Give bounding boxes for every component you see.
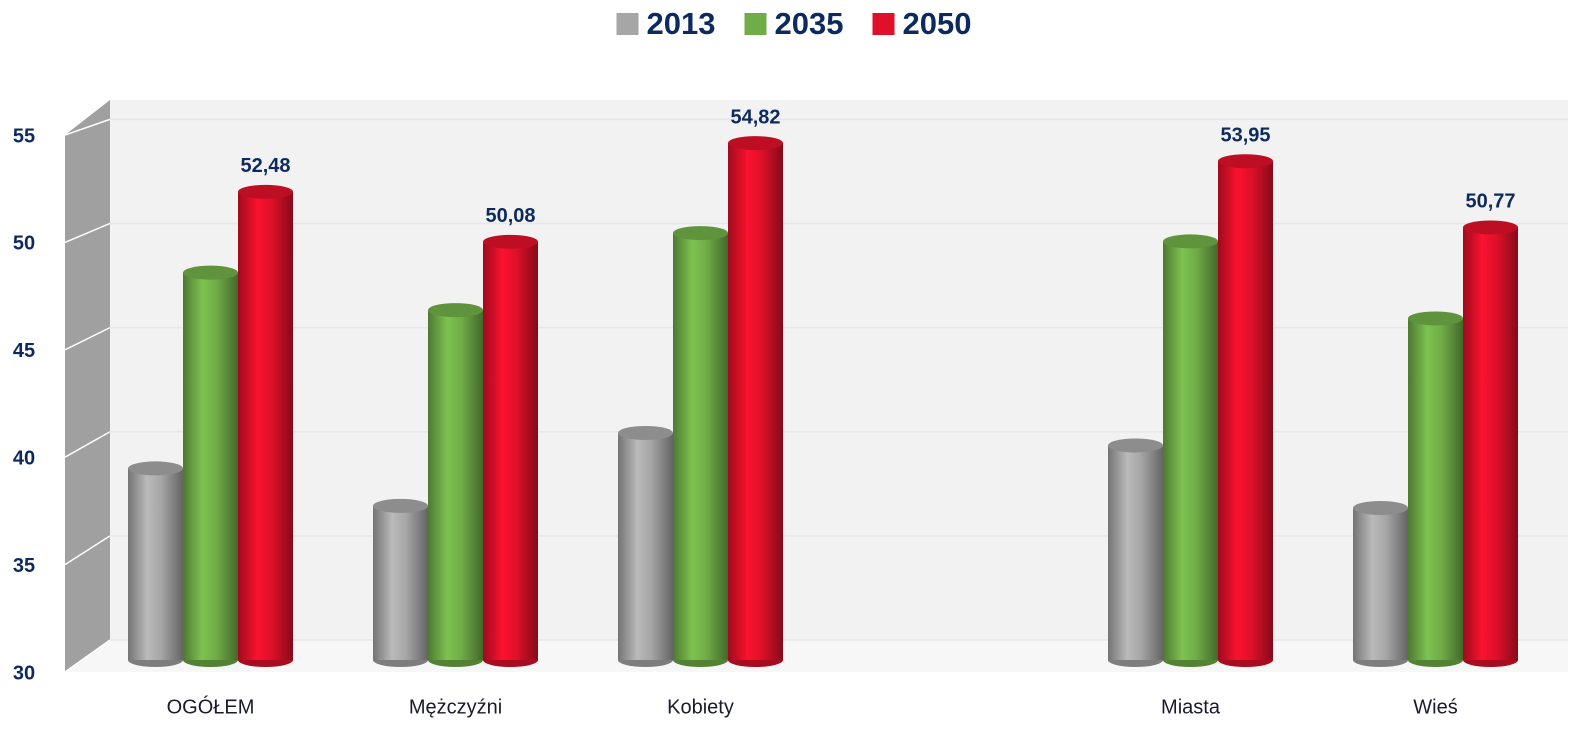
- bar: [128, 468, 183, 660]
- tick-line: [64, 535, 111, 566]
- y-tick-label: 55: [13, 125, 35, 147]
- legend-label: 2013: [647, 6, 716, 41]
- legend-swatch: [616, 13, 639, 35]
- x-tick-label: Wieś: [1413, 696, 1457, 718]
- bar-top: [673, 226, 728, 241]
- legend-swatch: [872, 13, 895, 35]
- legend-swatch: [744, 13, 767, 35]
- legend-label: 2050: [903, 6, 972, 41]
- bar: [483, 241, 538, 660]
- bar: [1353, 507, 1408, 660]
- x-tick-label: Miasta: [1161, 696, 1221, 718]
- bar-top: [1108, 438, 1163, 453]
- bar-top: [728, 136, 783, 151]
- bar: [373, 505, 428, 660]
- y-tick-label: 30: [13, 662, 35, 684]
- data-label: 52,48: [240, 155, 290, 177]
- tick-line: [64, 431, 111, 458]
- tick-line: [64, 326, 111, 351]
- bar: [1108, 445, 1163, 660]
- bar: [1463, 227, 1518, 660]
- bar-top: [1218, 154, 1273, 169]
- bar-top: [428, 303, 483, 318]
- bar: [728, 143, 783, 660]
- bar-top: [483, 234, 538, 249]
- tick-line: [64, 639, 111, 673]
- y-tick-label: 50: [13, 233, 35, 255]
- bar-top: [1463, 220, 1518, 235]
- data-label: 54,82: [730, 106, 780, 128]
- bar: [1218, 161, 1273, 661]
- x-tick-label: OGÓŁEM: [167, 695, 255, 718]
- side-wall: [65, 100, 110, 672]
- bar-top: [373, 498, 428, 513]
- bar-top: [238, 184, 293, 199]
- data-label: 53,95: [1220, 125, 1270, 147]
- x-tick-label: Mężczyźni: [409, 696, 502, 718]
- bar: [238, 191, 293, 660]
- data-label: 50,77: [1465, 191, 1515, 213]
- bar-top: [1353, 500, 1408, 515]
- data-label: 50,08: [485, 205, 535, 227]
- back-wall: [110, 100, 1568, 640]
- bar-top: [183, 265, 238, 280]
- bar: [183, 272, 238, 660]
- bar-top: [128, 461, 183, 476]
- y-tick-label: 35: [13, 555, 35, 577]
- y-tick-label: 40: [13, 447, 35, 469]
- bar-top: [1163, 234, 1218, 249]
- bar: [1163, 241, 1218, 660]
- bar: [428, 310, 483, 660]
- legend-label: 2035: [775, 6, 844, 41]
- bar: [618, 433, 673, 660]
- bar: [673, 233, 728, 661]
- x-tick-label: Kobiety: [667, 696, 734, 718]
- tick-line: [64, 222, 111, 244]
- bar: [1408, 318, 1463, 660]
- bar-top: [618, 426, 673, 441]
- tick-line: [64, 118, 111, 136]
- bar-top: [1408, 311, 1463, 326]
- y-tick-label: 45: [13, 340, 35, 362]
